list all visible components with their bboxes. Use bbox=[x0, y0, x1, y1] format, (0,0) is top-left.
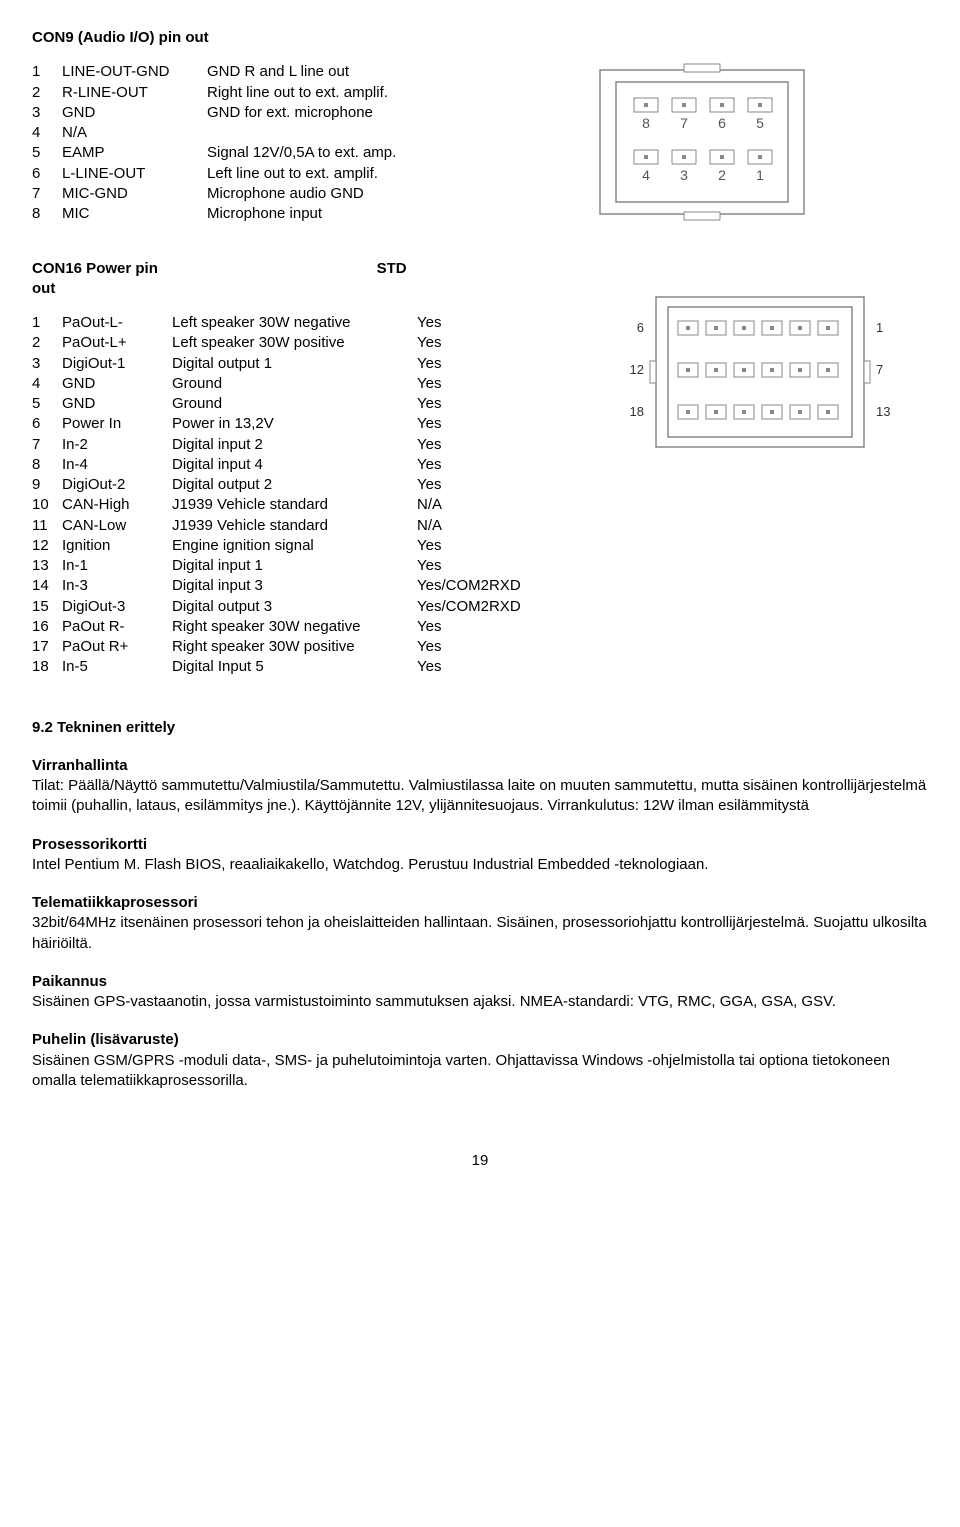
table-row: 5GNDGroundYes bbox=[32, 394, 592, 414]
table-row: 2R-LINE-OUTRight line out to ext. amplif… bbox=[32, 83, 552, 103]
spec-text: Tilat: Päällä/Näyttö sammutettu/Valmiust… bbox=[32, 776, 928, 817]
table-row: 8In-4Digital input 4Yes bbox=[32, 455, 592, 475]
table-row: 3DigiOut-1Digital output 1Yes bbox=[32, 354, 592, 374]
con9-title: CON9 (Audio I/O) pin out bbox=[32, 28, 928, 48]
svg-text:6: 6 bbox=[718, 115, 726, 131]
table-row: 6Power InPower in 13,2VYes bbox=[32, 414, 592, 434]
specs-body: VirranhallintaTilat: Päällä/Näyttö sammu… bbox=[32, 756, 928, 1091]
table-row: 1PaOut-L-Left speaker 30W negativeYes bbox=[32, 313, 592, 333]
table-row: 8MICMicrophone input bbox=[32, 204, 552, 224]
table-row: 17PaOut R+Right speaker 30W positiveYes bbox=[32, 637, 592, 657]
table-row: 15DigiOut-3Digital output 3Yes/COM2RXD bbox=[32, 597, 592, 617]
spec-heading: Telematiikkaprosessori bbox=[32, 893, 928, 913]
svg-text:8: 8 bbox=[642, 115, 650, 131]
table-row: 10CAN-HighJ1939 Vehicle standardN/A bbox=[32, 495, 592, 515]
table-row: 7In-2Digital input 2Yes bbox=[32, 435, 592, 455]
table-row: 1LINE-OUT-GNDGND R and L line out bbox=[32, 62, 552, 82]
svg-text:4: 4 bbox=[642, 167, 650, 183]
svg-text:1: 1 bbox=[756, 167, 764, 183]
table-row: 11CAN-LowJ1939 Vehicle standardN/A bbox=[32, 516, 592, 536]
spec-text: Sisäinen GSM/GPRS -moduli data-, SMS- ja… bbox=[32, 1051, 928, 1092]
spec-heading: Virranhallinta bbox=[32, 756, 928, 776]
spec-text: Intel Pentium M. Flash BIOS, reaaliaikak… bbox=[32, 855, 928, 875]
table-row: 7MIC-GNDMicrophone audio GND bbox=[32, 184, 552, 204]
svg-text:7: 7 bbox=[680, 115, 688, 131]
table-row: 18In-5Digital Input 5Yes bbox=[32, 657, 592, 677]
spec-heading: Puhelin (lisävaruste) bbox=[32, 1030, 928, 1050]
table-row: 13In-1Digital input 1Yes bbox=[32, 556, 592, 576]
con16-table: CON16 Power pin out STD 1PaOut-L-Left sp… bbox=[32, 251, 592, 678]
con9-diagram: 8 7 6 5 4 3 2 1 bbox=[592, 62, 812, 228]
table-row: 12IgnitionEngine ignition signalYes bbox=[32, 536, 592, 556]
page-number: 19 bbox=[32, 1151, 928, 1171]
svg-text:6: 6 bbox=[637, 320, 644, 335]
table-row: 6L-LINE-OUTLeft line out to ext. amplif. bbox=[32, 164, 552, 184]
specs-title: 9.2 Tekninen erittely bbox=[32, 718, 928, 738]
svg-text:12: 12 bbox=[630, 362, 644, 377]
spec-heading: Prosessorikortti bbox=[32, 835, 928, 855]
svg-text:3: 3 bbox=[680, 167, 688, 183]
table-row: 16PaOut R-Right speaker 30W negativeYes bbox=[32, 617, 592, 637]
svg-text:1: 1 bbox=[876, 320, 883, 335]
con16-title: CON16 Power pin out bbox=[32, 259, 167, 300]
table-row: 9DigiOut-2Digital output 2Yes bbox=[32, 475, 592, 495]
svg-text:5: 5 bbox=[756, 115, 764, 131]
spec-text: 32bit/64MHz itsenäinen prosessori tehon … bbox=[32, 913, 928, 954]
table-row: 4N/A bbox=[32, 123, 552, 143]
spec-text: Sisäinen GPS-vastaanotin, jossa varmistu… bbox=[32, 992, 928, 1012]
table-row: 3GNDGND for ext. microphone bbox=[32, 103, 552, 123]
svg-text:13: 13 bbox=[876, 404, 890, 419]
svg-text:2: 2 bbox=[718, 167, 726, 183]
table-row: 2PaOut-L+Left speaker 30W positiveYes bbox=[32, 333, 592, 353]
svg-text:7: 7 bbox=[876, 362, 883, 377]
con9-table: 1LINE-OUT-GNDGND R and L line out2R-LINE… bbox=[32, 62, 552, 224]
table-row: 5EAMPSignal 12V/0,5A to ext. amp. bbox=[32, 143, 552, 163]
spec-heading: Paikannus bbox=[32, 972, 928, 992]
con16-std-head: STD bbox=[167, 259, 592, 300]
table-row: 4GNDGroundYes bbox=[32, 374, 592, 394]
table-row: 14In-3Digital input 3Yes/COM2RXD bbox=[32, 576, 592, 596]
svg-text:18: 18 bbox=[630, 404, 644, 419]
con16-diagram: 6 12 18 1 7 13 bbox=[630, 291, 890, 462]
